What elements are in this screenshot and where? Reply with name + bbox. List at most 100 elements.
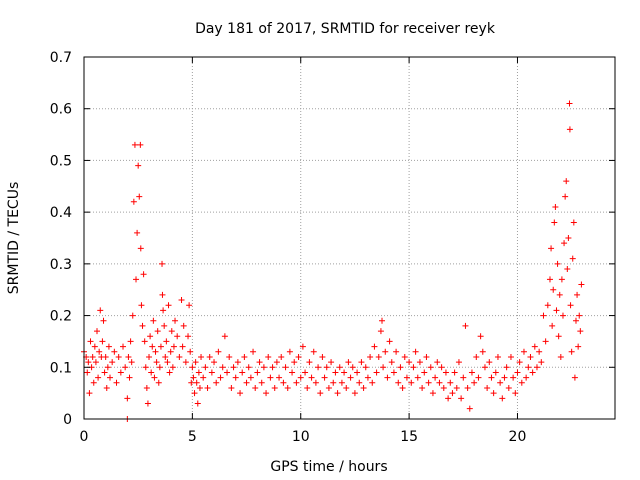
data-point [169, 364, 176, 371]
data-point [533, 364, 540, 371]
data-point [564, 266, 571, 273]
data-point [438, 364, 445, 371]
data-point [166, 369, 173, 376]
data-point [103, 384, 110, 391]
data-point [460, 374, 467, 381]
data-point [551, 219, 558, 226]
data-point [507, 353, 514, 360]
data-point [440, 384, 447, 391]
data-point [160, 307, 167, 314]
data-point [401, 353, 408, 360]
data-point [556, 291, 563, 298]
data-point [427, 364, 434, 371]
data-point [364, 374, 371, 381]
data-point [529, 369, 536, 376]
data-point [558, 276, 565, 283]
data-point [239, 369, 246, 376]
data-point [449, 390, 456, 397]
data-point [99, 338, 106, 345]
data-point [162, 353, 169, 360]
data-point [471, 379, 478, 386]
data-point [282, 364, 289, 371]
y-tick-label: 0.5 [50, 153, 72, 169]
data-point [410, 364, 417, 371]
data-point [230, 364, 237, 371]
data-point [134, 229, 141, 236]
data-point [172, 317, 179, 324]
data-point [252, 384, 259, 391]
data-point [127, 338, 134, 345]
data-point [295, 353, 302, 360]
data-point [137, 141, 144, 148]
data-point [546, 276, 553, 283]
data-point [341, 369, 348, 376]
data-point [178, 297, 185, 304]
data-point [109, 359, 116, 366]
data-point [477, 333, 484, 340]
data-point [377, 328, 384, 335]
data-point [147, 333, 154, 340]
data-point [510, 374, 517, 381]
data-point [140, 271, 147, 278]
data-point [89, 353, 96, 360]
data-point [144, 400, 151, 407]
data-point [336, 364, 343, 371]
data-point [180, 322, 187, 329]
data-point [161, 322, 168, 329]
data-point [280, 379, 287, 386]
data-point [258, 379, 265, 386]
data-point [343, 384, 350, 391]
data-point [360, 384, 367, 391]
data-point [403, 374, 410, 381]
data-point [434, 359, 441, 366]
x-axis-title: GPS time / hours [270, 459, 387, 475]
data-point [302, 369, 309, 376]
data-point [555, 333, 562, 340]
data-point [503, 364, 510, 371]
x-tick-label: 0 [80, 429, 89, 445]
data-point [315, 364, 322, 371]
data-point [563, 178, 570, 185]
data-point [141, 338, 148, 345]
data-point [367, 353, 374, 360]
data-point [256, 359, 263, 366]
data-point [234, 359, 241, 366]
data-point [263, 390, 270, 397]
data-point [319, 353, 326, 360]
data-point [85, 359, 92, 366]
data-point [566, 126, 573, 133]
data-point [122, 364, 129, 371]
data-point [520, 348, 527, 355]
data-point [384, 374, 391, 381]
data-point [204, 384, 211, 391]
data-point [578, 281, 585, 288]
data-point [87, 338, 94, 345]
data-point [447, 379, 454, 386]
data-point [356, 379, 363, 386]
data-point [462, 322, 469, 329]
data-point [494, 353, 501, 360]
data-point [571, 374, 578, 381]
data-point [267, 374, 274, 381]
data-point [117, 369, 124, 376]
data-point [136, 193, 143, 200]
x-tick-label: 15 [400, 429, 418, 445]
data-point [243, 379, 250, 386]
data-point [128, 359, 135, 366]
data-point [414, 374, 421, 381]
data-point [226, 353, 233, 360]
data-point [429, 390, 436, 397]
data-point [354, 369, 361, 376]
data-point [92, 359, 99, 366]
data-point [190, 374, 197, 381]
data-point [130, 198, 137, 205]
data-point [451, 369, 458, 376]
data-point [188, 379, 195, 386]
data-point [105, 343, 112, 350]
data-point [247, 374, 254, 381]
data-point [369, 379, 376, 386]
y-tick-label: 0.4 [50, 205, 72, 221]
data-point [137, 245, 144, 252]
data-point [325, 384, 332, 391]
data-point [553, 307, 560, 314]
